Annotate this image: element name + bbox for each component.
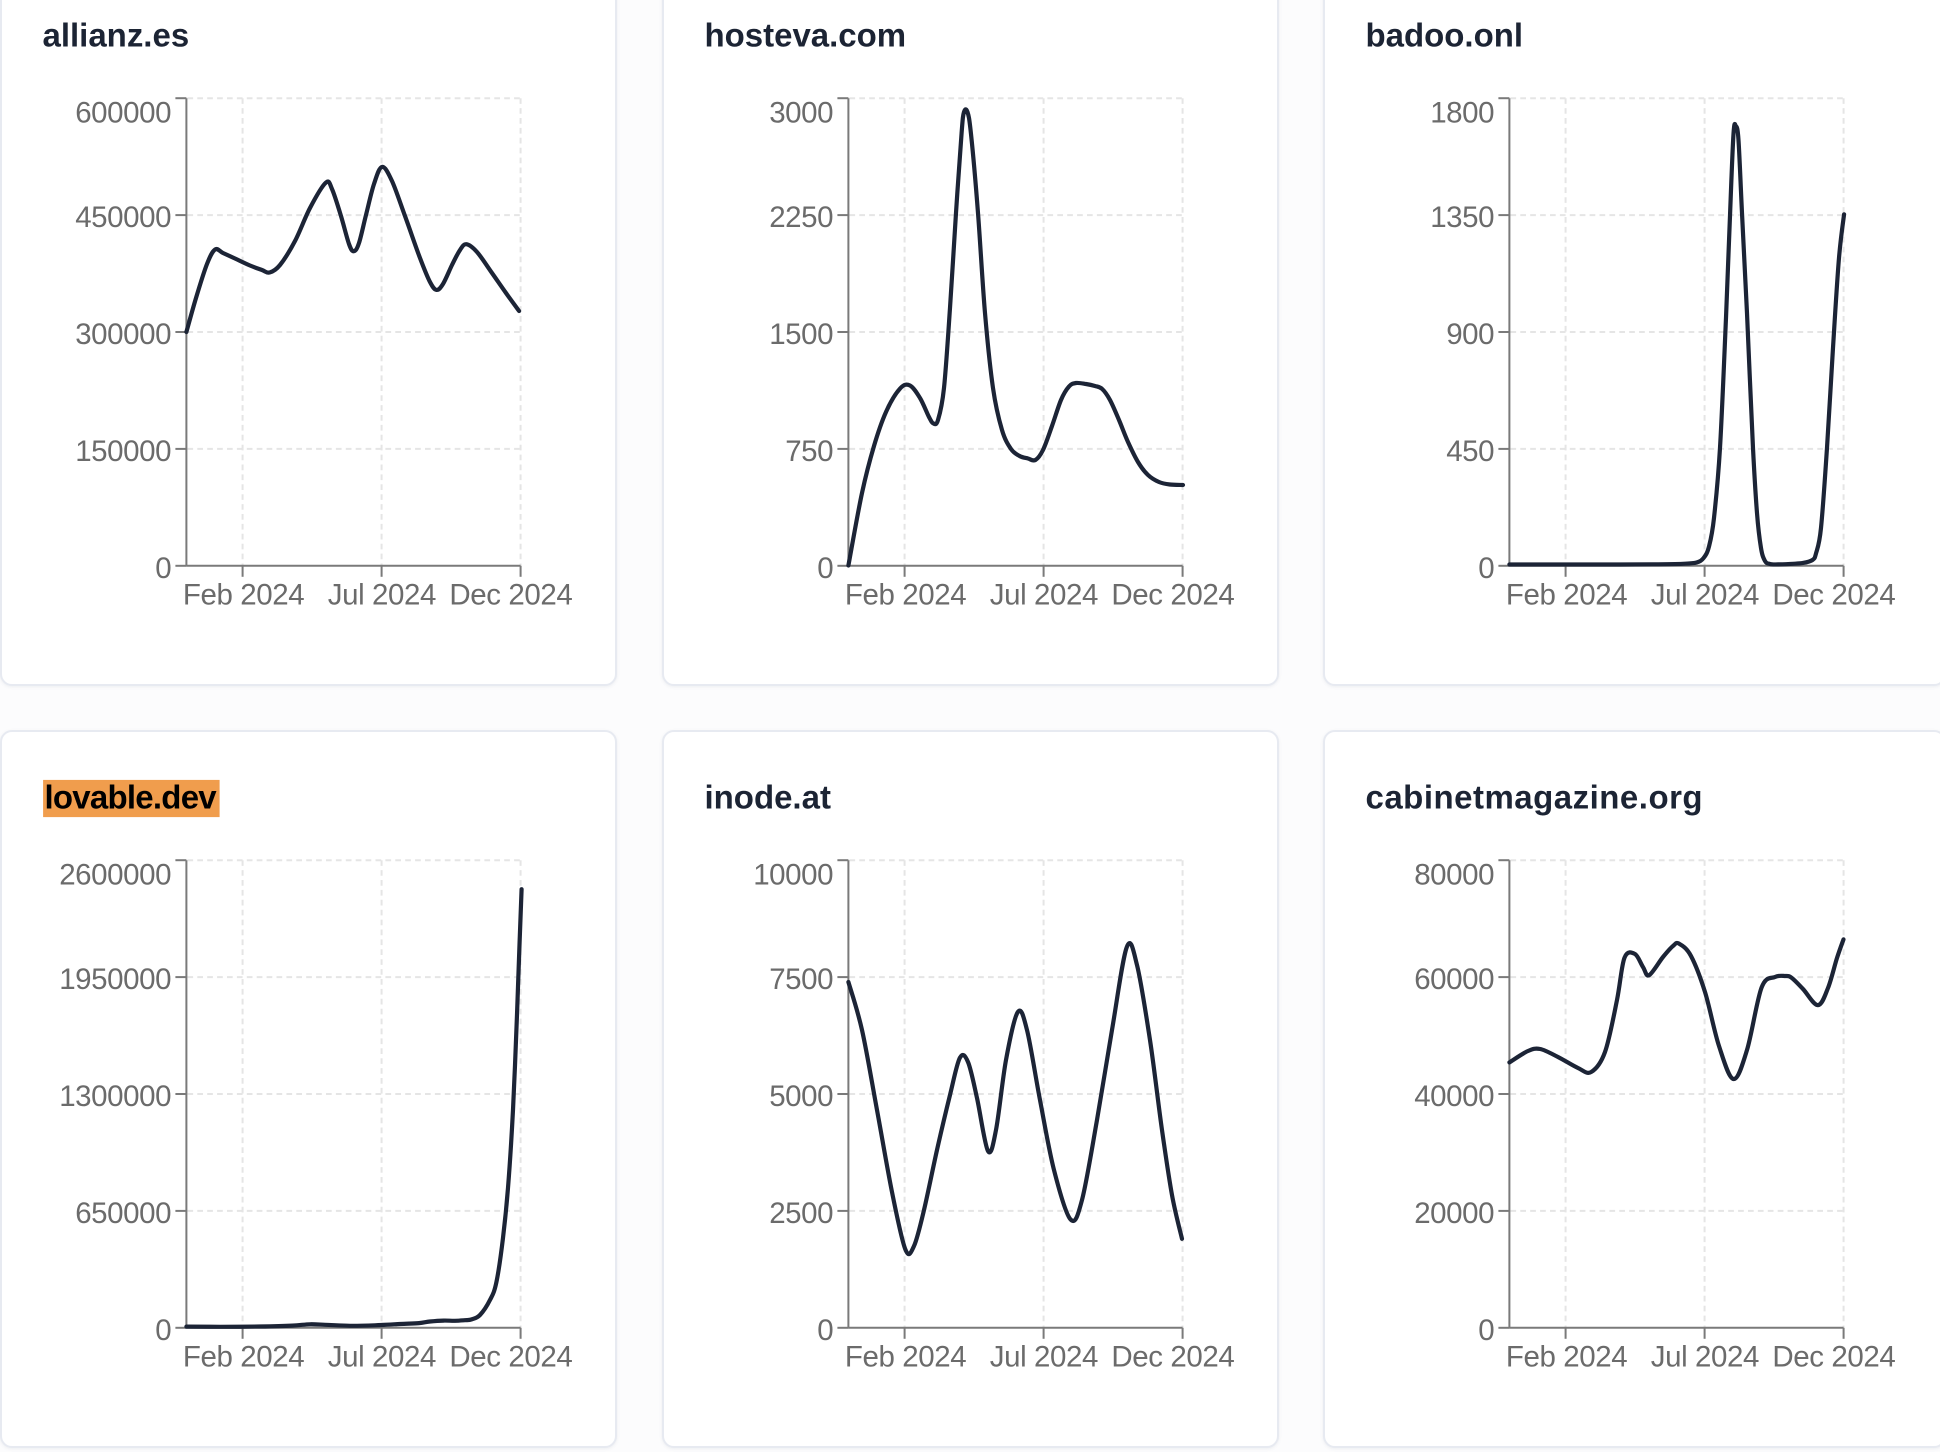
svg-text:1800: 1800 <box>1430 97 1494 130</box>
svg-text:7500: 7500 <box>769 963 833 996</box>
svg-text:150000: 150000 <box>75 435 171 468</box>
svg-text:Jul 2024: Jul 2024 <box>1651 579 1759 612</box>
svg-text:Dec 2024: Dec 2024 <box>1111 1340 1234 1373</box>
svg-text:2500: 2500 <box>769 1196 833 1229</box>
svg-text:badoo.onl: badoo.onl <box>1366 17 1524 54</box>
svg-text:Jul 2024: Jul 2024 <box>328 1340 436 1373</box>
svg-text:40000: 40000 <box>1414 1079 1494 1112</box>
svg-text:Feb 2024: Feb 2024 <box>183 579 304 612</box>
svg-text:5000: 5000 <box>769 1079 833 1112</box>
svg-text:Jul 2024: Jul 2024 <box>1651 1340 1759 1373</box>
svg-text:0: 0 <box>155 552 171 585</box>
svg-text:Feb 2024: Feb 2024 <box>844 579 965 612</box>
svg-text:1950000: 1950000 <box>59 963 171 996</box>
svg-text:2250: 2250 <box>769 202 833 235</box>
svg-text:1350: 1350 <box>1430 202 1494 235</box>
svg-text:Dec 2024: Dec 2024 <box>1111 579 1234 612</box>
svg-text:450: 450 <box>1446 435 1494 468</box>
svg-text:1300000: 1300000 <box>59 1079 171 1112</box>
svg-text:Jul 2024: Jul 2024 <box>989 579 1097 612</box>
svg-text:600000: 600000 <box>75 97 171 130</box>
svg-text:hosteva.com: hosteva.com <box>704 17 906 54</box>
svg-text:1500: 1500 <box>769 318 833 351</box>
svg-text:0: 0 <box>155 1313 171 1346</box>
svg-text:900: 900 <box>1446 318 1494 351</box>
svg-text:allianz.es: allianz.es <box>42 17 189 54</box>
svg-text:0: 0 <box>817 552 833 585</box>
svg-text:10000: 10000 <box>753 858 833 891</box>
svg-text:300000: 300000 <box>75 318 171 351</box>
svg-text:450000: 450000 <box>75 202 171 235</box>
svg-text:cabinetmagazine.org: cabinetmagazine.org <box>1366 778 1704 815</box>
svg-text:80000: 80000 <box>1414 858 1494 891</box>
svg-text:0: 0 <box>1478 552 1494 585</box>
svg-text:60000: 60000 <box>1414 963 1494 996</box>
svg-text:Jul 2024: Jul 2024 <box>328 579 436 612</box>
svg-text:20000: 20000 <box>1414 1196 1494 1229</box>
svg-text:Feb 2024: Feb 2024 <box>1506 579 1627 612</box>
svg-text:Feb 2024: Feb 2024 <box>844 1340 965 1373</box>
svg-text:0: 0 <box>817 1313 833 1346</box>
svg-text:Feb 2024: Feb 2024 <box>183 1340 304 1373</box>
svg-text:Feb 2024: Feb 2024 <box>1506 1340 1627 1373</box>
svg-text:lovable.dev: lovable.dev <box>44 778 217 815</box>
svg-text:0: 0 <box>1478 1313 1494 1346</box>
svg-text:650000: 650000 <box>75 1196 171 1229</box>
svg-text:3000: 3000 <box>769 97 833 130</box>
svg-text:Dec 2024: Dec 2024 <box>1773 579 1896 612</box>
svg-text:2600000: 2600000 <box>59 858 171 891</box>
svg-text:750: 750 <box>785 435 833 468</box>
svg-text:Dec 2024: Dec 2024 <box>449 1340 572 1373</box>
svg-text:Jul 2024: Jul 2024 <box>989 1340 1097 1373</box>
svg-text:Dec 2024: Dec 2024 <box>449 579 572 612</box>
svg-text:inode.at: inode.at <box>704 778 830 815</box>
svg-text:Dec 2024: Dec 2024 <box>1773 1340 1896 1373</box>
